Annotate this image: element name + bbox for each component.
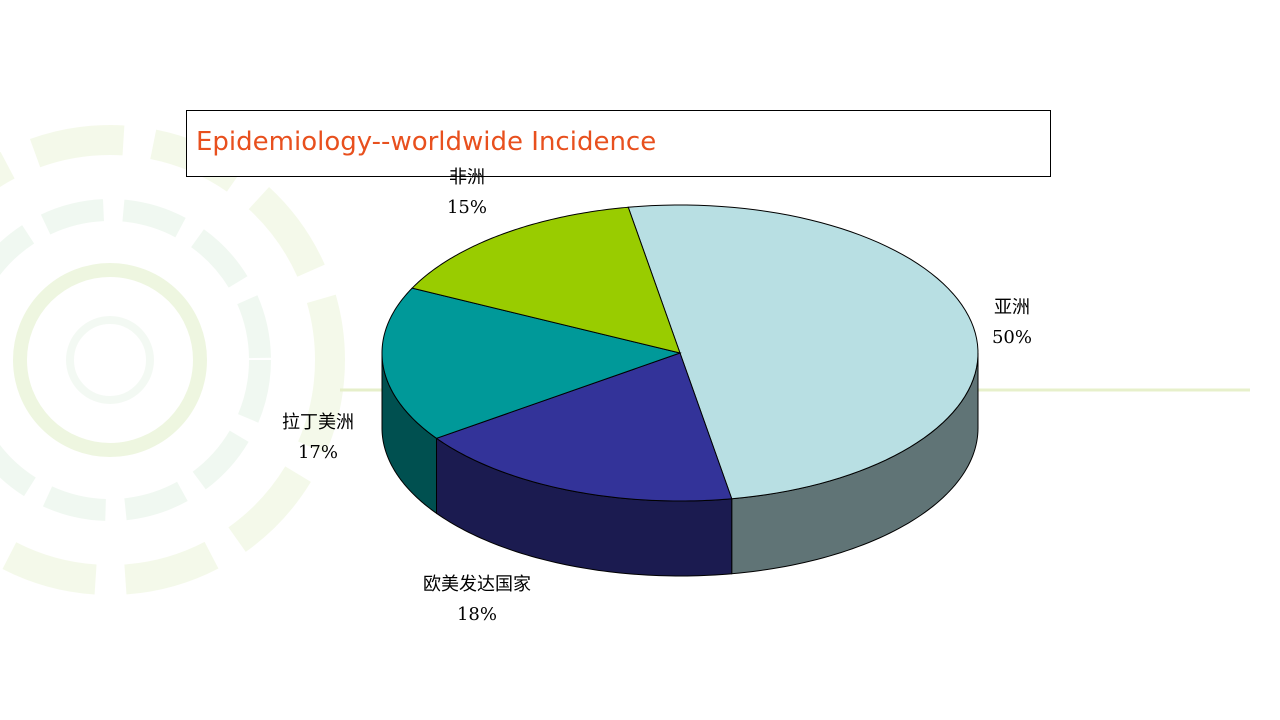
value-label: 18% [457, 604, 497, 625]
value-label: 15% [447, 197, 487, 218]
value-label: 17% [298, 442, 338, 463]
title-box [186, 110, 1051, 177]
category-label: 非洲 [449, 167, 485, 188]
chart-title: Epidemiology--worldwide Incidence [196, 127, 656, 157]
slice [435, 352, 733, 502]
slice [627, 204, 979, 500]
value-label: 50% [992, 327, 1032, 348]
category-label: 亚洲 [994, 297, 1030, 318]
pie: 亚洲 50% 欧美发达国家 18% 拉丁美洲 17% 非洲 15% [282, 167, 1032, 625]
slice [381, 287, 682, 439]
category-label: 欧美发达国家 [423, 574, 531, 595]
category-label: 拉丁美洲 [282, 412, 354, 433]
slice [411, 206, 681, 354]
